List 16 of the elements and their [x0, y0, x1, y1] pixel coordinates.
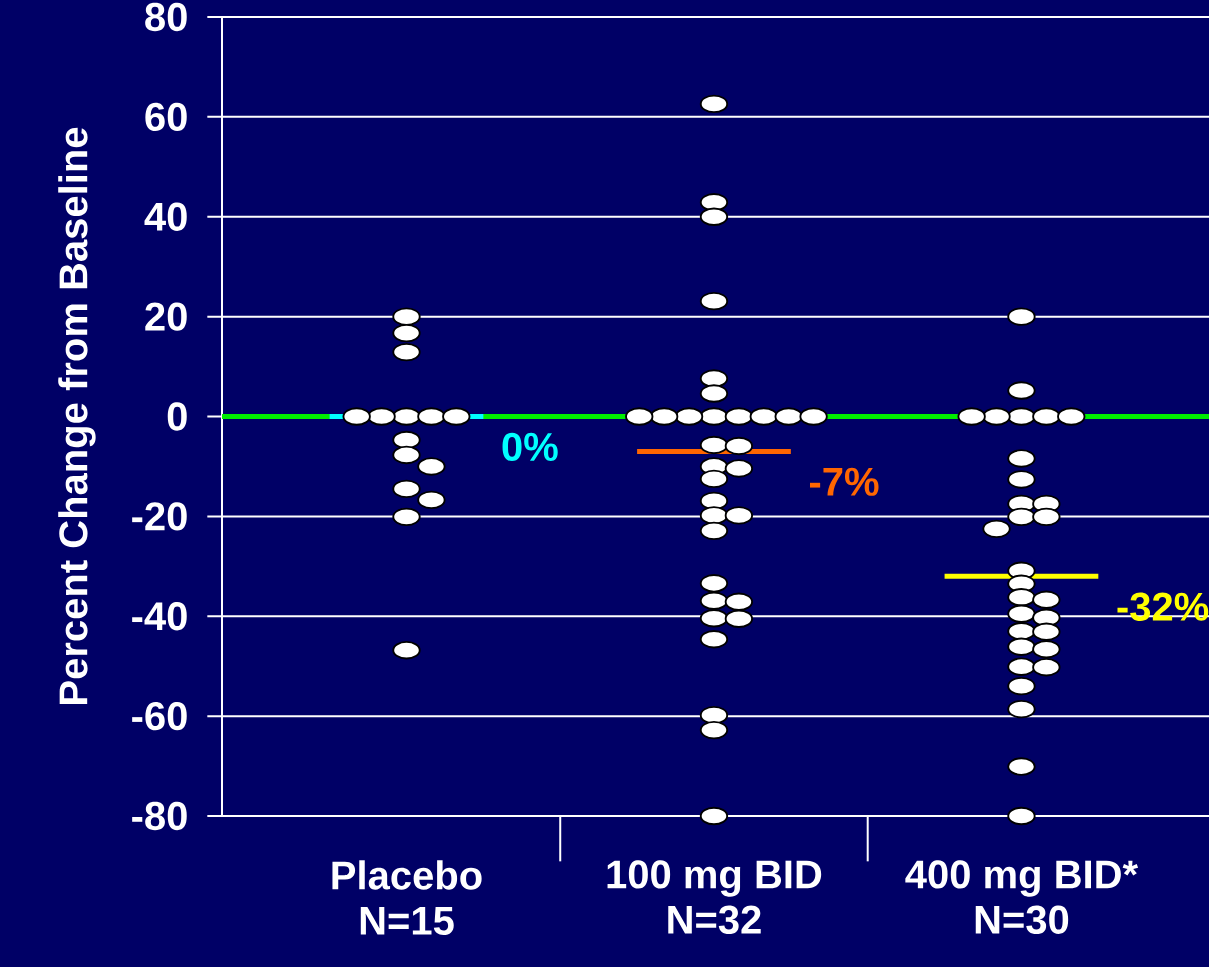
y-tick-label: 60 [145, 102, 187, 132]
y-tick-label: 20 [145, 302, 187, 331]
x-tick-label: Placebo N=15 [332, 860, 482, 935]
ref-line-label: -32% [1117, 592, 1209, 621]
y-tick-label: -40 [132, 602, 187, 631]
x-tick-label: 100 mg BID N=32 [607, 860, 822, 934]
y-tick-label: -80 [132, 801, 187, 831]
y-tick-label: 80 [145, 2, 187, 32]
y-tick-label: -20 [132, 502, 187, 531]
y-tick-label: -60 [132, 701, 187, 731]
ref-line-label: -7% [810, 467, 879, 496]
y-axis-title: Percent Change from Baseline [58, 127, 96, 704]
y-tick-label: 0 [167, 402, 187, 431]
y-tick-label: 40 [144, 202, 187, 231]
x-tick-label: 400 mg BID* N=30 [905, 860, 1139, 934]
ref-line-label: 0% [502, 432, 558, 462]
